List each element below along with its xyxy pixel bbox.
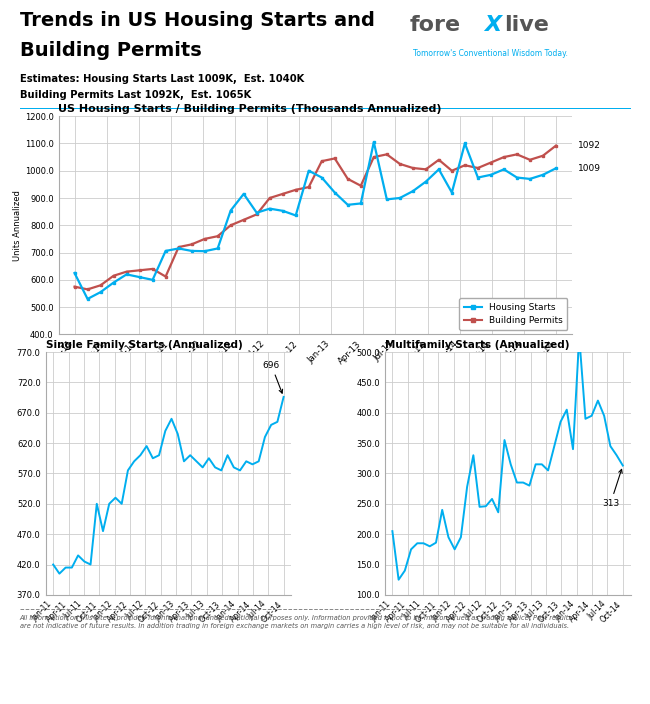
Text: 1009: 1009 [578,164,601,172]
Y-axis label: Units Annualized: Units Annualized [13,190,22,260]
Text: 696: 696 [263,360,283,393]
Text: Building Permits Last 1092K,  Est. 1065K: Building Permits Last 1092K, Est. 1065K [20,90,251,100]
Text: fore: fore [410,15,461,35]
Text: X: X [484,15,501,35]
Legend: Housing Starts, Building Permits: Housing Starts, Building Permits [460,298,567,330]
Text: Trends in US Housing Starts and: Trends in US Housing Starts and [20,11,374,30]
Text: 313: 313 [602,470,622,508]
Text: live: live [504,15,549,35]
Text: US Housing Starts / Building Permits (Thousands Annualized): US Housing Starts / Building Permits (Th… [58,104,442,114]
Text: 1092: 1092 [578,141,601,150]
Text: Multifamily Starts (Annualized): Multifamily Starts (Annualized) [385,340,569,350]
Text: Single Family Starts (Annualized): Single Family Starts (Annualized) [46,340,242,350]
Text: Tomorrow's Conventional Wisdom Today.: Tomorrow's Conventional Wisdom Today. [413,49,567,58]
Text: Building Permits: Building Permits [20,41,202,60]
Text: All information on this site is provided for informational and educational purpo: All information on this site is provided… [20,615,573,629]
Text: Estimates: Housing Starts Last 1009K,  Est. 1040K: Estimates: Housing Starts Last 1009K, Es… [20,74,304,84]
